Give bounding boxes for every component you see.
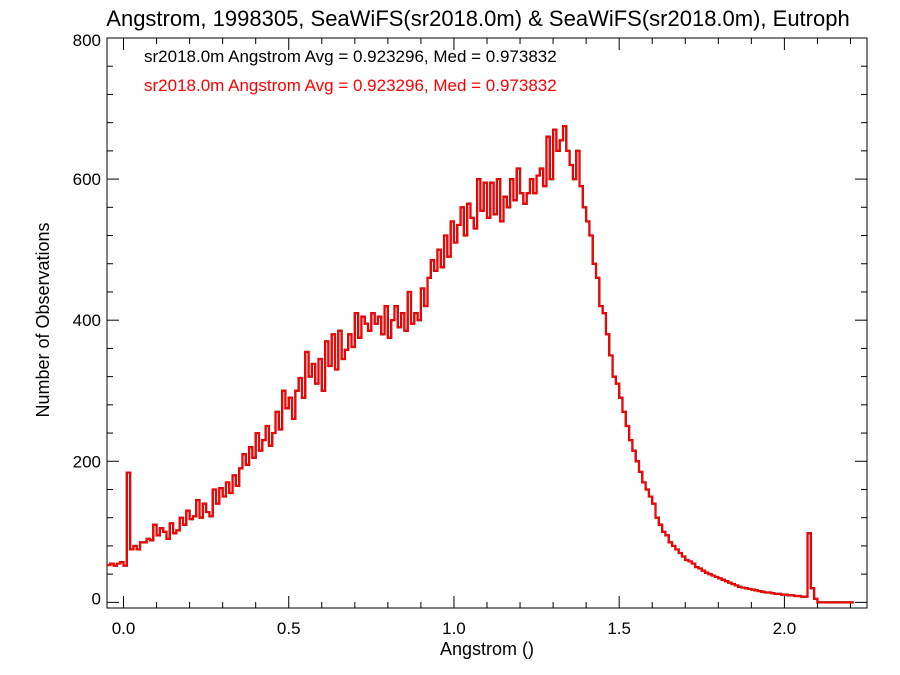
x-tick-label: 0.5 (277, 619, 301, 638)
x-tick-label: 0.0 (112, 619, 136, 638)
x-axis-label: Angstrom () (440, 639, 534, 659)
y-tick-label: 0 (92, 589, 101, 608)
annotation-red-stats: sr2018.0m Angstrom Avg = 0.923296, Med =… (144, 76, 557, 95)
y-tick-label: 200 (73, 452, 101, 471)
chart-title: Angstrom, 1998305, SeaWiFS(sr2018.0m) & … (106, 6, 849, 31)
y-tick-label: 800 (73, 31, 101, 50)
plot-frame (106, 37, 868, 609)
y-tick-label: 400 (73, 311, 101, 330)
annotation-black-stats: sr2018.0m Angstrom Avg = 0.923296, Med =… (144, 47, 557, 66)
x-tick-label: 1.5 (607, 619, 631, 638)
y-tick-label: 600 (73, 170, 101, 189)
y-axis-label: Number of Observations (33, 222, 53, 417)
series-line-red (107, 125, 854, 604)
x-tick-label: 2.0 (773, 619, 797, 638)
series-layer (107, 125, 854, 604)
x-tick-label: 1.0 (442, 619, 466, 638)
axis-ticks: 0.0 0.5 1.0 1.5 2.0 0 200 400 600 800 (73, 31, 867, 638)
